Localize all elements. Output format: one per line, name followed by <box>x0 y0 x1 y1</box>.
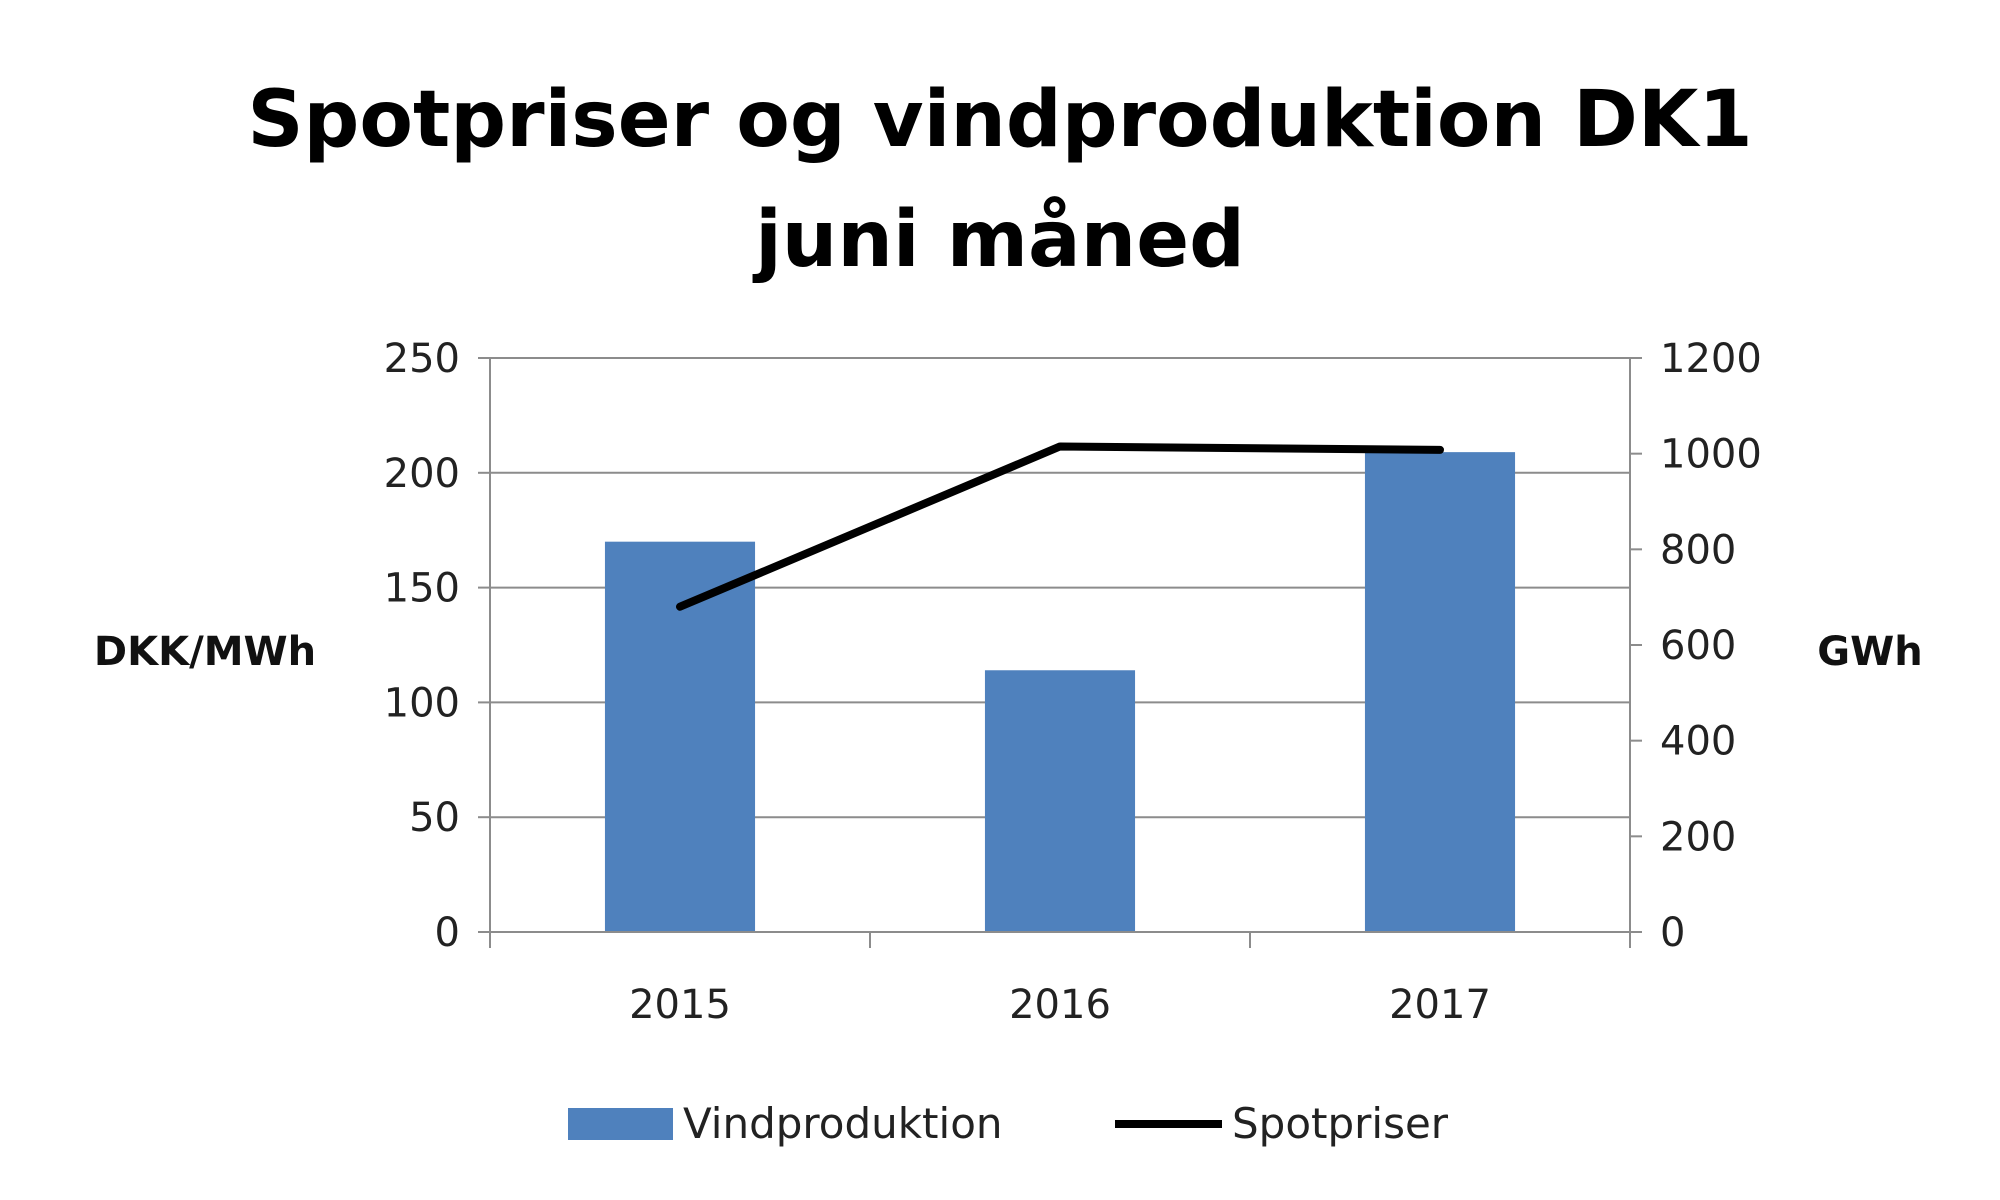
left-tick-label: 100 <box>384 680 460 726</box>
right-tick-label: 400 <box>1660 719 1736 765</box>
x-tick-label: 2015 <box>629 982 731 1028</box>
bar-series <box>604 452 1516 932</box>
bar-2017 <box>1364 452 1516 932</box>
right-axis-title: GWh <box>1817 629 1922 675</box>
axes <box>478 357 1642 948</box>
left-axis-title: DKK/MWh <box>94 629 316 675</box>
legend: Vindproduktion Spotpriser <box>568 1099 1449 1148</box>
legend-swatch-vindproduktion <box>568 1108 673 1140</box>
left-tick-label: 250 <box>384 336 460 382</box>
x-tick-label: 2016 <box>1009 982 1111 1028</box>
legend-label-vindproduktion: Vindproduktion <box>683 1099 1003 1148</box>
left-axis-ticks: 0 50 100 150 200 250 <box>384 336 460 956</box>
chart-title-line-2: juni måned <box>755 195 1245 285</box>
right-tick-label: 600 <box>1660 623 1736 669</box>
bar-2015 <box>604 541 756 932</box>
chart-title-line-1: Spotpriser og vindproduktion DK1 <box>247 75 1753 165</box>
right-tick-label: 800 <box>1660 527 1736 573</box>
x-tick-label: 2017 <box>1389 982 1491 1028</box>
line-series <box>676 442 1444 611</box>
x-axis-ticks: 2015 2016 2017 <box>629 982 1491 1028</box>
bar-2016 <box>984 670 1136 932</box>
right-axis-ticks: 0 200 400 600 800 1000 1200 <box>1660 336 1762 956</box>
left-tick-label: 50 <box>409 795 460 841</box>
left-tick-label: 200 <box>384 451 460 497</box>
left-tick-label: 150 <box>384 566 460 612</box>
right-tick-label: 0 <box>1660 910 1685 956</box>
right-tick-label: 1000 <box>1660 432 1762 478</box>
legend-label-spotpriser: Spotpriser <box>1232 1099 1449 1148</box>
left-tick-label: 0 <box>435 910 460 956</box>
chart-title: Spotpriser og vindproduktion DK1 juni må… <box>0 60 2000 300</box>
right-tick-label: 200 <box>1660 814 1736 860</box>
line-spotpriser <box>676 442 1444 611</box>
right-tick-label: 1200 <box>1660 336 1762 382</box>
